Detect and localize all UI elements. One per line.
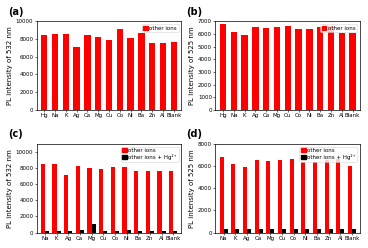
Bar: [80, 230, 84, 233]
Legend: other ions, other ions + Hg²⁺: other ions, other ions + Hg²⁺: [300, 147, 357, 161]
Bar: [41, 164, 45, 233]
Bar: [41, 34, 47, 110]
Bar: [57, 231, 61, 233]
Bar: [243, 167, 247, 233]
Bar: [84, 35, 91, 110]
Bar: [306, 29, 313, 110]
Bar: [247, 229, 251, 233]
Bar: [115, 231, 119, 233]
Bar: [63, 34, 69, 110]
Bar: [340, 229, 344, 233]
Bar: [162, 231, 166, 233]
Bar: [255, 160, 259, 233]
Text: (a): (a): [8, 7, 23, 17]
Bar: [173, 231, 177, 233]
Bar: [270, 229, 275, 233]
Bar: [170, 42, 177, 110]
Bar: [146, 171, 150, 233]
Legend: other ions: other ions: [142, 24, 178, 32]
Text: (d): (d): [187, 129, 202, 139]
Text: (b): (b): [187, 7, 203, 17]
Bar: [278, 160, 282, 233]
Bar: [301, 162, 305, 233]
Bar: [134, 171, 138, 233]
Bar: [274, 27, 280, 110]
Bar: [313, 162, 317, 233]
Bar: [231, 164, 235, 233]
Bar: [317, 229, 321, 233]
Bar: [220, 157, 224, 233]
Legend: other ions, other ions + Hg²⁺: other ions, other ions + Hg²⁺: [121, 147, 178, 161]
Bar: [64, 175, 68, 233]
Bar: [117, 29, 123, 110]
Bar: [329, 229, 333, 233]
Bar: [231, 32, 237, 110]
Bar: [317, 27, 323, 110]
Bar: [127, 38, 134, 110]
Bar: [325, 160, 329, 233]
Bar: [138, 33, 145, 110]
Bar: [352, 229, 356, 233]
Bar: [224, 229, 228, 233]
Bar: [111, 167, 115, 233]
Bar: [349, 33, 356, 110]
Text: (c): (c): [8, 129, 22, 139]
Y-axis label: PL intensity of 525 nm: PL intensity of 525 nm: [189, 26, 195, 105]
Bar: [127, 230, 131, 233]
Bar: [95, 37, 102, 110]
Y-axis label: PL intensity of 532 nm: PL intensity of 532 nm: [7, 26, 13, 105]
Bar: [92, 224, 96, 233]
Y-axis label: PL intensity of 525 nm: PL intensity of 525 nm: [189, 149, 195, 228]
Bar: [52, 34, 58, 110]
Bar: [266, 160, 270, 233]
Bar: [263, 28, 269, 110]
Bar: [294, 229, 298, 233]
Bar: [53, 164, 57, 233]
Bar: [150, 231, 154, 233]
Bar: [138, 231, 142, 233]
Bar: [123, 167, 127, 233]
Bar: [158, 171, 162, 233]
Bar: [160, 43, 166, 110]
Bar: [348, 165, 352, 233]
Bar: [76, 166, 80, 233]
Bar: [99, 169, 103, 233]
Bar: [73, 47, 80, 110]
Bar: [290, 159, 294, 233]
Bar: [305, 229, 309, 233]
Bar: [336, 159, 340, 233]
Legend: other ions: other ions: [320, 24, 357, 32]
Bar: [282, 229, 286, 233]
Bar: [296, 29, 302, 110]
Bar: [68, 231, 72, 233]
Bar: [241, 35, 248, 110]
Bar: [169, 171, 173, 233]
Bar: [235, 229, 240, 233]
Bar: [252, 27, 259, 110]
Bar: [106, 40, 112, 110]
Bar: [259, 229, 263, 233]
Bar: [328, 26, 334, 110]
Bar: [45, 231, 49, 233]
Bar: [149, 43, 155, 110]
Bar: [88, 168, 92, 233]
Y-axis label: PL intensity of 532 nm: PL intensity of 532 nm: [7, 149, 13, 228]
Bar: [284, 26, 291, 110]
Bar: [339, 33, 345, 110]
Bar: [220, 24, 226, 110]
Bar: [103, 231, 107, 233]
